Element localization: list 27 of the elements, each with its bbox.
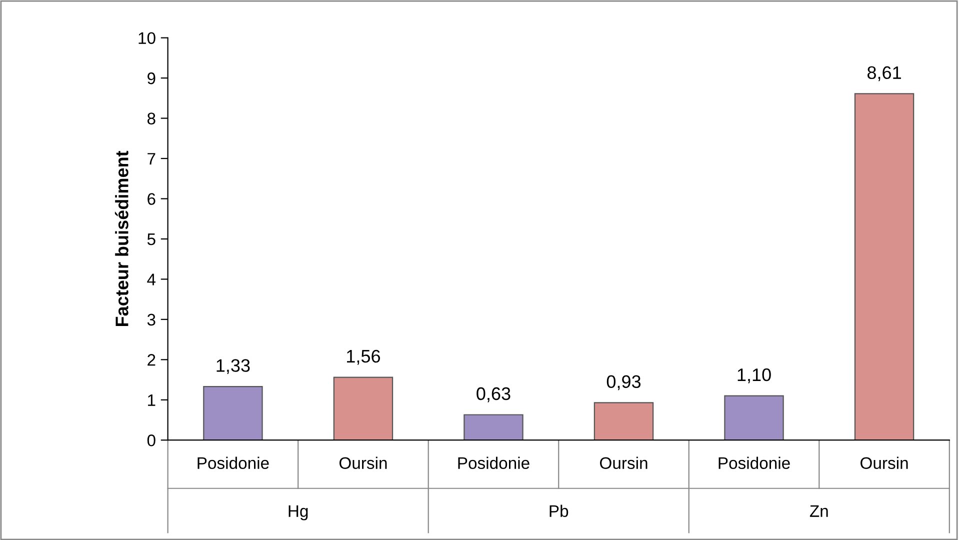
y-tick-label: 9: [148, 72, 156, 84]
data-label: 1,33: [216, 359, 250, 374]
y-tick-label: 5: [147, 234, 156, 246]
y-tick-label: 7: [148, 153, 156, 165]
data-label: 0,63: [476, 387, 510, 402]
x-tick-label: Posidonie: [718, 456, 790, 470]
data-label: 1,56: [347, 350, 380, 365]
x-tick-label: Oursin: [600, 456, 648, 470]
x-tick-label: Posidonie: [198, 456, 269, 470]
text: Pb: [550, 504, 568, 517]
text: Hg: [288, 505, 308, 520]
data-label: 0,93: [606, 375, 641, 390]
y-tick-label: 0: [147, 434, 156, 446]
y-tick-label: 10: [138, 32, 156, 44]
y-tick-label: 3: [147, 314, 156, 326]
x-tick-label: Oursin: [339, 456, 387, 470]
y-tick-label: 8: [147, 112, 156, 124]
x-tick-label: Oursin: [860, 456, 908, 470]
data-label: 1,10: [738, 368, 771, 384]
y-tick-label: 1: [148, 394, 156, 406]
text: Zn: [810, 505, 828, 517]
y-axis-title: Facteur buisédiment: [114, 150, 128, 326]
y-tick-label: 4: [147, 274, 156, 286]
x-tick-label: Posidonie: [458, 456, 530, 470]
y-tick-label: 2: [148, 354, 156, 366]
y-tick-label: 6: [148, 193, 156, 205]
data-label: 8,61: [867, 66, 901, 82]
